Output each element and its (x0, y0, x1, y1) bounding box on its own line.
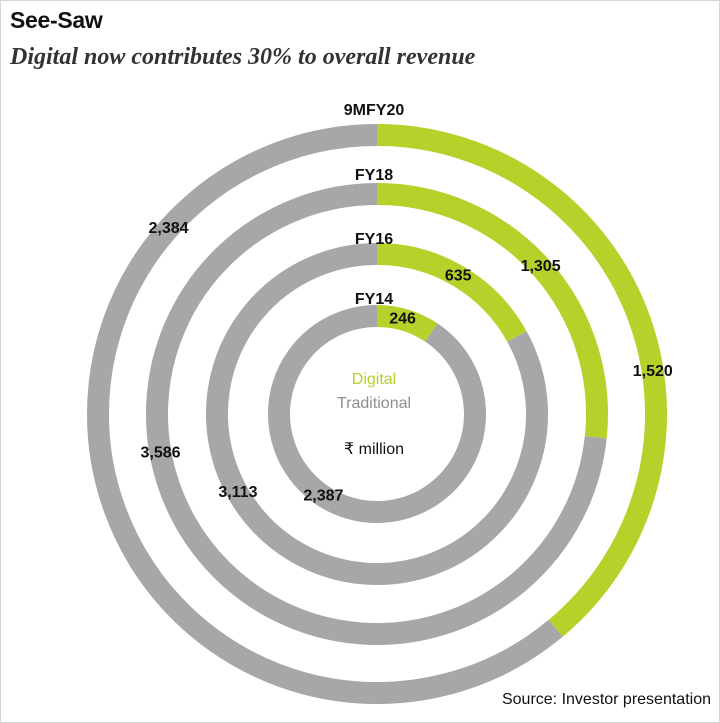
chart-title: See-Saw (10, 7, 103, 33)
year-label-fy18: FY18 (355, 167, 393, 184)
legend-digital: Digital (352, 371, 396, 388)
year-label-9mfy20: 9MFY20 (344, 102, 405, 119)
digital-arc-fy14 (376, 305, 438, 342)
traditional-value-9mfy20: 2,384 (148, 220, 188, 237)
rings-group (87, 124, 668, 704)
digital-value-fy14: 246 (389, 311, 416, 328)
source-note: Source: Investor presentation (501, 691, 711, 708)
traditional-arc-fy18 (146, 183, 607, 645)
legend-group: Digital Traditional ₹ million (337, 371, 411, 458)
digital-arc-9mfy20 (376, 124, 668, 637)
digital-arc-fy16 (376, 243, 527, 342)
traditional-value-fy14: 2,387 (303, 487, 343, 504)
chart-subtitle: Digital now contributes 30% to overall r… (10, 44, 476, 70)
traditional-value-fy18: 3,586 (140, 445, 180, 462)
digital-value-fy18: 1,305 (521, 258, 561, 275)
digital-value-fy16: 635 (445, 267, 472, 284)
unit-label: ₹ million (344, 441, 404, 458)
year-label-fy14: FY14 (355, 291, 393, 308)
traditional-arc-9mfy20 (87, 124, 563, 704)
traditional-arc-fy14 (268, 305, 486, 523)
traditional-arc-fy16 (206, 243, 548, 585)
legend-traditional: Traditional (337, 395, 411, 412)
year-label-fy16: FY16 (355, 231, 393, 248)
labels-group: FY14 246 2,387 FY16 635 3,113 FY18 1,305 3,586 9M… (140, 102, 672, 504)
digital-arc-fy18 (376, 183, 608, 439)
traditional-value-fy16: 3,113 (218, 484, 257, 501)
digital-value-9mfy20: 1,520 (633, 363, 673, 380)
